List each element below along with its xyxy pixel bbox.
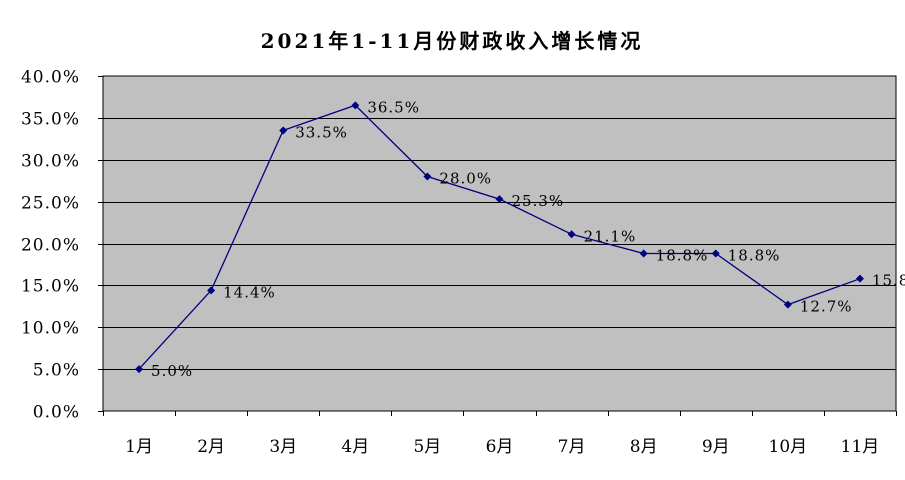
y-tick-label: 20.0%: [21, 236, 80, 256]
data-label: 18.8%: [656, 247, 709, 265]
data-point: [423, 172, 432, 181]
x-tick-label: 6月: [486, 437, 514, 457]
data-label: 28.0%: [439, 170, 492, 188]
data-label: 25.3%: [512, 192, 565, 210]
x-tick-label: 7月: [558, 437, 586, 457]
data-point: [783, 300, 792, 309]
x-tick-label: 5月: [413, 437, 441, 457]
data-label: 21.1%: [584, 227, 637, 245]
data-point: [351, 101, 360, 110]
x-tick-label: 9月: [702, 437, 730, 457]
y-tick-label: 15.0%: [21, 277, 80, 297]
x-tick-label: 3月: [269, 437, 297, 457]
y-tick-label: 5.0%: [33, 361, 80, 381]
data-label: 14.4%: [223, 283, 276, 301]
data-label: 33.5%: [295, 123, 348, 141]
data-point: [567, 230, 576, 239]
data-point: [495, 195, 504, 204]
y-tick-label: 40.0%: [21, 68, 80, 88]
x-tick-label: 4月: [341, 437, 369, 457]
data-label: 18.8%: [728, 247, 781, 265]
data-point: [711, 249, 720, 258]
x-tick-label: 8月: [630, 437, 658, 457]
data-label: 36.5%: [367, 98, 420, 116]
x-tick-label: 2月: [197, 437, 225, 457]
data-point: [135, 365, 144, 374]
x-tick-label: 11月: [841, 437, 880, 457]
data-label: 12.7%: [800, 298, 853, 316]
x-tick-label: 1月: [125, 437, 153, 457]
data-point: [855, 274, 864, 283]
y-tick-label: 30.0%: [21, 152, 80, 172]
chart-title: 2021年1-11月份财政收入增长情况: [261, 29, 644, 53]
plot-area: [102, 75, 897, 412]
data-label: 5.0%: [151, 362, 193, 380]
y-tick-label: 25.0%: [21, 194, 80, 214]
data-point: [207, 286, 216, 295]
y-tick-label: 35.0%: [21, 110, 80, 130]
data-point: [279, 126, 288, 135]
y-tick-label: 0.0%: [33, 403, 80, 423]
x-tick-label: 10月: [769, 437, 808, 457]
data-point: [639, 249, 648, 258]
y-tick-label: 10.0%: [21, 319, 80, 339]
data-label: 15.8%: [872, 272, 905, 290]
